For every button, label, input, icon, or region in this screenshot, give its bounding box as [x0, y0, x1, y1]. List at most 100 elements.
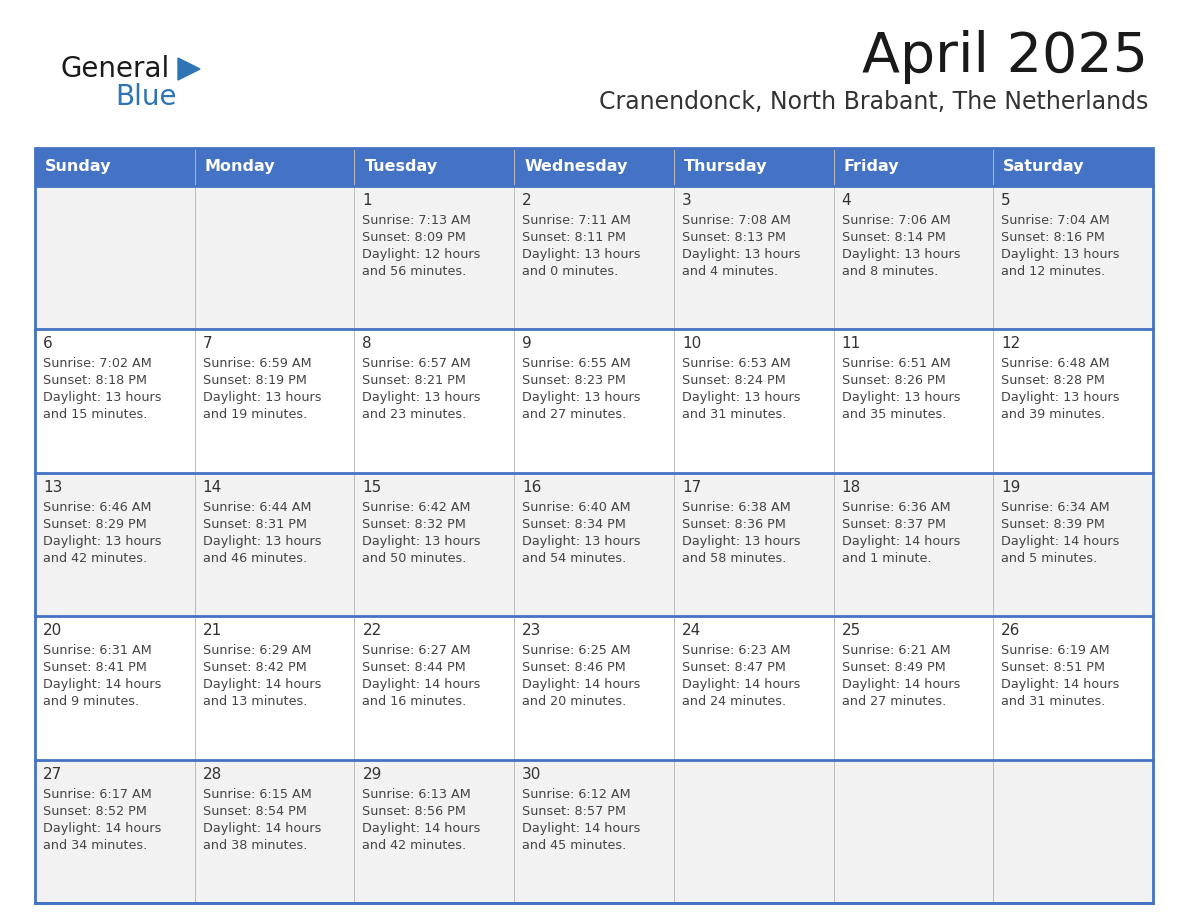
- Text: and 27 minutes.: and 27 minutes.: [523, 409, 626, 421]
- Text: Sunset: 8:36 PM: Sunset: 8:36 PM: [682, 518, 785, 531]
- Text: Daylight: 14 hours: Daylight: 14 hours: [841, 678, 960, 691]
- Text: Sunset: 8:41 PM: Sunset: 8:41 PM: [43, 661, 147, 674]
- Text: and 45 minutes.: and 45 minutes.: [523, 839, 626, 852]
- Text: and 54 minutes.: and 54 minutes.: [523, 552, 626, 565]
- Text: Sunrise: 7:08 AM: Sunrise: 7:08 AM: [682, 214, 791, 227]
- Text: 18: 18: [841, 480, 861, 495]
- Text: and 50 minutes.: and 50 minutes.: [362, 552, 467, 565]
- Text: Sunrise: 6:55 AM: Sunrise: 6:55 AM: [523, 357, 631, 370]
- Text: Daylight: 13 hours: Daylight: 13 hours: [203, 535, 321, 548]
- Text: and 31 minutes.: and 31 minutes.: [1001, 695, 1106, 708]
- Text: Sunrise: 6:27 AM: Sunrise: 6:27 AM: [362, 644, 472, 657]
- Text: Sunset: 8:32 PM: Sunset: 8:32 PM: [362, 518, 467, 531]
- Text: Daylight: 13 hours: Daylight: 13 hours: [841, 248, 960, 261]
- Text: 28: 28: [203, 767, 222, 781]
- Text: Saturday: Saturday: [1004, 160, 1085, 174]
- Text: Daylight: 13 hours: Daylight: 13 hours: [362, 391, 481, 405]
- Text: Sunrise: 6:21 AM: Sunrise: 6:21 AM: [841, 644, 950, 657]
- Text: and 23 minutes.: and 23 minutes.: [362, 409, 467, 421]
- Text: 14: 14: [203, 480, 222, 495]
- Text: Daylight: 14 hours: Daylight: 14 hours: [43, 822, 162, 834]
- Bar: [34, 616, 1154, 759]
- Text: Daylight: 13 hours: Daylight: 13 hours: [43, 391, 162, 405]
- Text: 11: 11: [841, 336, 861, 352]
- Text: Sunset: 8:52 PM: Sunset: 8:52 PM: [43, 804, 147, 818]
- Text: Sunset: 8:13 PM: Sunset: 8:13 PM: [682, 231, 785, 244]
- Text: Sunrise: 6:31 AM: Sunrise: 6:31 AM: [43, 644, 152, 657]
- Text: Daylight: 13 hours: Daylight: 13 hours: [1001, 391, 1120, 405]
- Text: and 42 minutes.: and 42 minutes.: [362, 839, 467, 852]
- Text: and 31 minutes.: and 31 minutes.: [682, 409, 786, 421]
- Text: Sunrise: 6:12 AM: Sunrise: 6:12 AM: [523, 788, 631, 800]
- Text: Sunrise: 6:23 AM: Sunrise: 6:23 AM: [682, 644, 790, 657]
- Text: Sunset: 8:51 PM: Sunset: 8:51 PM: [1001, 661, 1105, 674]
- Text: 20: 20: [43, 623, 62, 638]
- Text: and 8 minutes.: and 8 minutes.: [841, 265, 937, 278]
- Text: and 39 minutes.: and 39 minutes.: [1001, 409, 1106, 421]
- Text: Sunrise: 6:38 AM: Sunrise: 6:38 AM: [682, 501, 790, 514]
- Text: Daylight: 13 hours: Daylight: 13 hours: [523, 248, 640, 261]
- Bar: [34, 473, 1154, 616]
- Text: Sunset: 8:49 PM: Sunset: 8:49 PM: [841, 661, 946, 674]
- Text: Friday: Friday: [843, 160, 899, 174]
- Text: Sunset: 8:28 PM: Sunset: 8:28 PM: [1001, 375, 1105, 387]
- Text: Thursday: Thursday: [684, 160, 767, 174]
- Text: Sunset: 8:14 PM: Sunset: 8:14 PM: [841, 231, 946, 244]
- Text: Daylight: 14 hours: Daylight: 14 hours: [523, 678, 640, 691]
- Text: Sunrise: 6:59 AM: Sunrise: 6:59 AM: [203, 357, 311, 370]
- Text: Daylight: 13 hours: Daylight: 13 hours: [43, 535, 162, 548]
- Text: Sunset: 8:34 PM: Sunset: 8:34 PM: [523, 518, 626, 531]
- Text: and 5 minutes.: and 5 minutes.: [1001, 552, 1098, 565]
- Text: Daylight: 14 hours: Daylight: 14 hours: [362, 678, 481, 691]
- Text: Daylight: 13 hours: Daylight: 13 hours: [523, 535, 640, 548]
- Text: Sunrise: 6:25 AM: Sunrise: 6:25 AM: [523, 644, 631, 657]
- Text: Sunset: 8:16 PM: Sunset: 8:16 PM: [1001, 231, 1105, 244]
- Text: Sunrise: 6:15 AM: Sunrise: 6:15 AM: [203, 788, 311, 800]
- Text: and 42 minutes.: and 42 minutes.: [43, 552, 147, 565]
- Text: Daylight: 14 hours: Daylight: 14 hours: [1001, 678, 1119, 691]
- Text: 17: 17: [682, 480, 701, 495]
- Text: and 24 minutes.: and 24 minutes.: [682, 695, 786, 708]
- Text: 8: 8: [362, 336, 372, 352]
- Text: and 4 minutes.: and 4 minutes.: [682, 265, 778, 278]
- Text: Sunset: 8:57 PM: Sunset: 8:57 PM: [523, 804, 626, 818]
- Text: and 38 minutes.: and 38 minutes.: [203, 839, 307, 852]
- Text: Daylight: 13 hours: Daylight: 13 hours: [203, 391, 321, 405]
- Text: Daylight: 14 hours: Daylight: 14 hours: [1001, 535, 1119, 548]
- Text: Daylight: 14 hours: Daylight: 14 hours: [682, 678, 801, 691]
- Text: Sunrise: 6:57 AM: Sunrise: 6:57 AM: [362, 357, 472, 370]
- Text: Daylight: 14 hours: Daylight: 14 hours: [203, 678, 321, 691]
- Text: Sunrise: 6:19 AM: Sunrise: 6:19 AM: [1001, 644, 1110, 657]
- Text: Daylight: 13 hours: Daylight: 13 hours: [841, 391, 960, 405]
- Text: Sunrise: 6:53 AM: Sunrise: 6:53 AM: [682, 357, 790, 370]
- Text: Daylight: 14 hours: Daylight: 14 hours: [43, 678, 162, 691]
- Text: Daylight: 13 hours: Daylight: 13 hours: [682, 535, 801, 548]
- Text: Sunset: 8:56 PM: Sunset: 8:56 PM: [362, 804, 467, 818]
- Text: 10: 10: [682, 336, 701, 352]
- Text: 12: 12: [1001, 336, 1020, 352]
- Polygon shape: [178, 58, 200, 80]
- Text: Daylight: 13 hours: Daylight: 13 hours: [682, 391, 801, 405]
- Text: 16: 16: [523, 480, 542, 495]
- Text: Sunrise: 7:02 AM: Sunrise: 7:02 AM: [43, 357, 152, 370]
- Text: Sunrise: 6:42 AM: Sunrise: 6:42 AM: [362, 501, 470, 514]
- Text: and 9 minutes.: and 9 minutes.: [43, 695, 139, 708]
- Text: and 13 minutes.: and 13 minutes.: [203, 695, 307, 708]
- Text: and 27 minutes.: and 27 minutes.: [841, 695, 946, 708]
- Text: Sunset: 8:31 PM: Sunset: 8:31 PM: [203, 518, 307, 531]
- Text: Sunset: 8:29 PM: Sunset: 8:29 PM: [43, 518, 147, 531]
- Text: Daylight: 14 hours: Daylight: 14 hours: [362, 822, 481, 834]
- Text: 5: 5: [1001, 193, 1011, 208]
- Text: 6: 6: [43, 336, 52, 352]
- Text: Blue: Blue: [115, 83, 177, 111]
- Text: and 58 minutes.: and 58 minutes.: [682, 552, 786, 565]
- Text: Sunset: 8:09 PM: Sunset: 8:09 PM: [362, 231, 467, 244]
- Bar: [34, 148, 1154, 903]
- Text: 23: 23: [523, 623, 542, 638]
- Text: Sunrise: 6:13 AM: Sunrise: 6:13 AM: [362, 788, 472, 800]
- Text: Sunrise: 6:40 AM: Sunrise: 6:40 AM: [523, 501, 631, 514]
- Text: Daylight: 14 hours: Daylight: 14 hours: [841, 535, 960, 548]
- Text: Sunrise: 6:36 AM: Sunrise: 6:36 AM: [841, 501, 950, 514]
- Text: and 20 minutes.: and 20 minutes.: [523, 695, 626, 708]
- Text: Sunset: 8:54 PM: Sunset: 8:54 PM: [203, 804, 307, 818]
